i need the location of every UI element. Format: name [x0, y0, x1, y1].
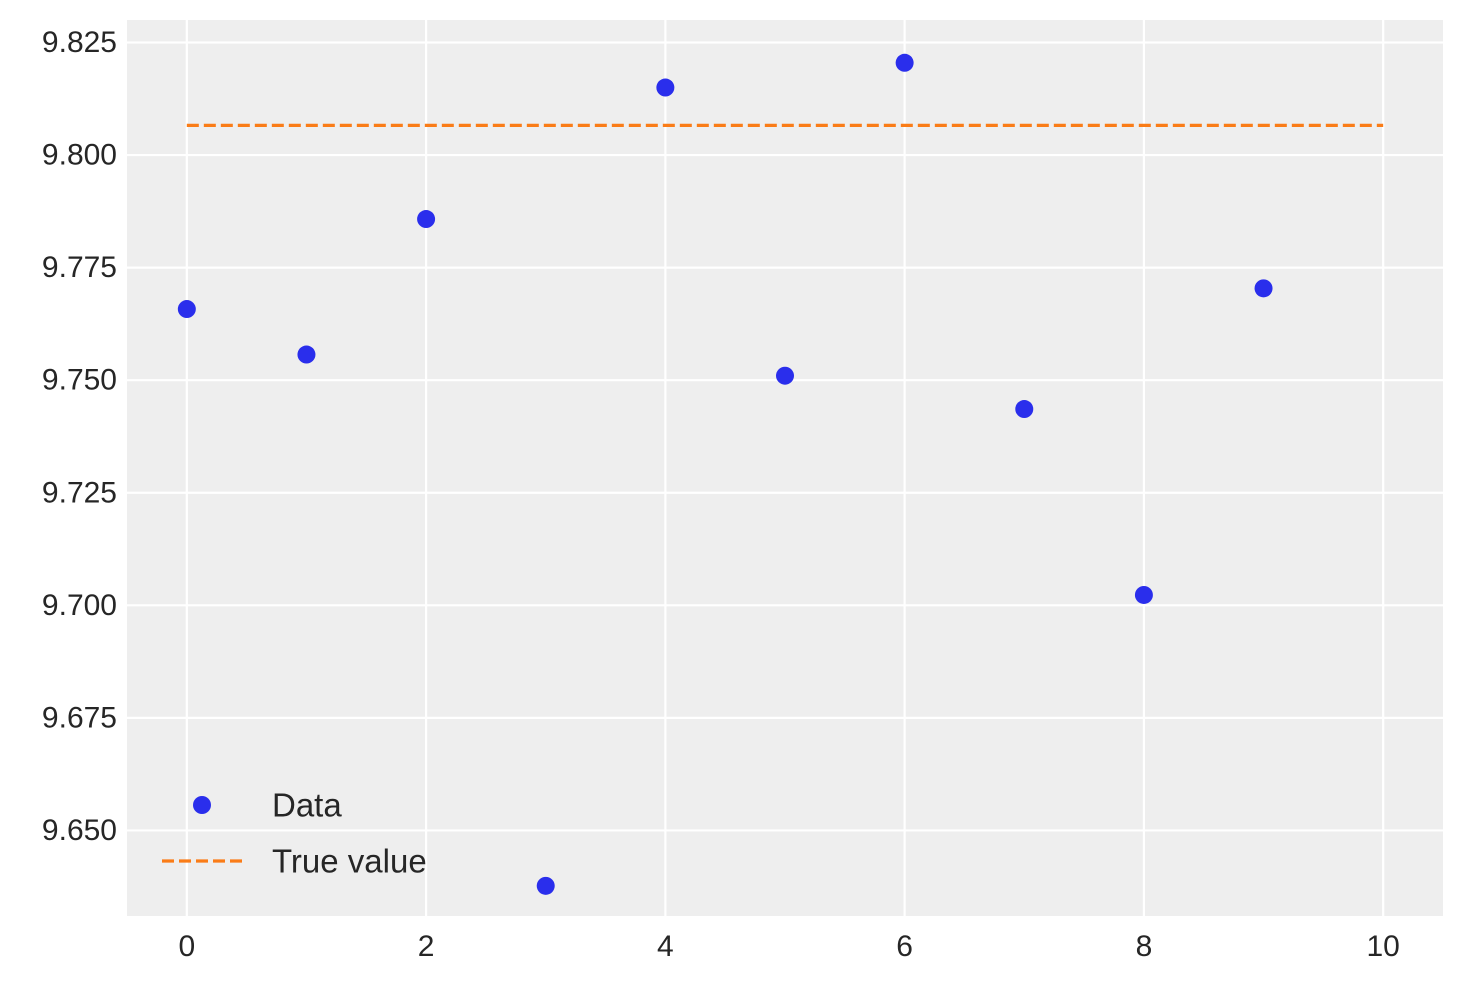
legend: Data True value: [162, 787, 427, 880]
legend-marker: [193, 796, 211, 814]
y-tick-label: 9.725: [42, 476, 117, 509]
data-point: [776, 366, 794, 385]
grid: [127, 20, 1443, 916]
data-point: [297, 345, 316, 364]
y-tick-label: 9.675: [42, 701, 117, 734]
data-point: [536, 876, 555, 895]
legend-entry: True value: [162, 843, 427, 880]
data-point: [1134, 585, 1153, 604]
y-tick-label: 9.700: [42, 589, 117, 622]
data-point: [656, 78, 675, 97]
y-tick-label: 9.775: [42, 251, 117, 284]
x-tick-label: 6: [896, 930, 913, 963]
legend-label: True value: [272, 843, 427, 880]
x-tick-label: 0: [178, 930, 195, 963]
data-point: [1015, 400, 1034, 419]
x-tick-label: 8: [1136, 930, 1153, 963]
y-tick-label: 9.825: [42, 26, 117, 59]
data-point: [895, 53, 914, 72]
plot-background: [127, 20, 1443, 916]
data-point: [417, 210, 436, 229]
data-point: [1254, 279, 1273, 298]
y-tick-labels: 9.650 9.675 9.700 9.725 9.750 9.775 9.800 9.825: [42, 26, 117, 847]
legend-entry: Data: [193, 787, 342, 824]
y-tick-label: 9.650: [42, 814, 117, 847]
data-point: [177, 300, 196, 319]
x-tick-label: 4: [657, 930, 674, 963]
y-tick-label: 9.800: [42, 139, 117, 172]
x-tick-label: 10: [1366, 930, 1399, 963]
series: [177, 53, 1384, 895]
x-tick-labels: 0 2 4 6 8 10: [178, 930, 1399, 963]
legend-label: Data: [272, 787, 342, 824]
y-tick-label: 9.750: [42, 364, 117, 397]
x-tick-label: 2: [418, 930, 435, 963]
